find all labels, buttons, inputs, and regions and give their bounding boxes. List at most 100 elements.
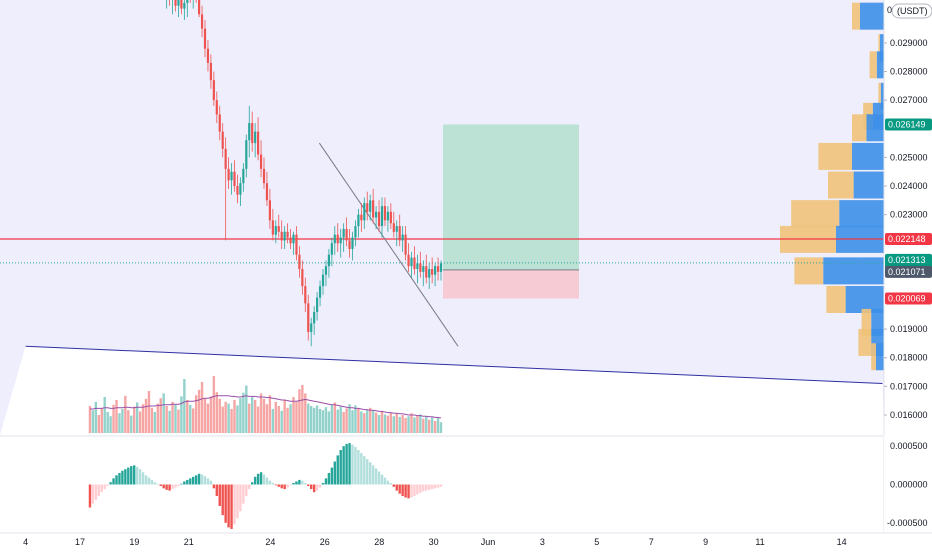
long-position-tool[interactable]	[443, 124, 579, 299]
histogram-bar	[363, 456, 366, 485]
volume-bar	[239, 398, 242, 433]
candle-body	[366, 203, 369, 212]
volume-bar	[283, 400, 286, 433]
candle-body	[425, 266, 428, 278]
candle-body	[321, 274, 325, 287]
profile-bar-up	[826, 285, 846, 313]
candle-body	[218, 114, 221, 132]
candle-body	[351, 237, 354, 249]
histogram-bar	[124, 469, 127, 485]
price-tag: 0.022148	[885, 233, 932, 246]
price-tag-value: 0.026149	[888, 120, 926, 130]
histogram-bar	[130, 466, 133, 485]
volume-bar	[259, 393, 263, 433]
candle-body	[363, 203, 366, 221]
histogram-bar	[310, 484, 313, 490]
histogram-bar	[245, 484, 248, 496]
histogram-bar	[180, 483, 183, 485]
histogram-bar	[401, 484, 404, 496]
profile-bar-down	[852, 142, 884, 170]
oscillator-tick-label: 0.000500	[890, 441, 928, 451]
price-tag: 0.021071	[885, 265, 932, 278]
volume-bar	[324, 407, 328, 433]
volume-bar	[236, 405, 239, 433]
candle-body	[236, 186, 239, 195]
volume-bar	[224, 401, 227, 433]
histogram-bar	[339, 450, 342, 485]
volume-bar	[162, 393, 165, 433]
price-tick-label: 0.017000	[890, 381, 928, 391]
volume-bar	[336, 409, 339, 433]
volume-bar	[91, 410, 95, 433]
volume-bar	[419, 414, 422, 433]
volume-bar	[251, 397, 254, 433]
drawing-lines[interactable]	[0, 142, 884, 384]
volume-bar	[357, 409, 360, 433]
histogram-bar	[248, 484, 251, 490]
price-tick-label: 0.025000	[890, 152, 928, 162]
histogram-bar	[138, 469, 142, 485]
volume-bar	[342, 412, 345, 433]
histogram-bar	[127, 467, 130, 485]
volume-bar	[380, 411, 384, 433]
volume-bar	[318, 409, 322, 433]
volume-bar	[150, 407, 154, 433]
volume-bar	[183, 379, 186, 433]
histogram-bar	[422, 484, 425, 492]
histogram-bar	[192, 476, 195, 485]
volume-bar	[153, 412, 157, 433]
volume-bar	[333, 402, 336, 433]
profile-bar-up	[861, 308, 872, 336]
time-axis[interactable]: 4 17 19 21 24 26 28 30 Jun 3 5 7 9 11 14	[0, 532, 932, 547]
histogram-bar	[100, 484, 103, 493]
volume-bar	[321, 410, 325, 433]
volume-bar	[253, 400, 257, 433]
price-tag-bg	[885, 118, 932, 131]
histogram-bar	[327, 473, 331, 485]
histogram-bar	[416, 484, 419, 495]
time-tick-label: 21	[184, 537, 194, 547]
histogram-bar	[354, 446, 357, 485]
volume-bar	[97, 415, 100, 433]
volume-bar	[371, 410, 375, 433]
histogram-bar	[221, 484, 224, 516]
candle-body	[242, 168, 245, 184]
histogram-bar	[147, 477, 151, 485]
candle-body	[239, 183, 242, 195]
candle-body	[383, 206, 387, 221]
histogram-bar	[212, 484, 216, 489]
volume-bar	[227, 403, 230, 433]
histogram-bar	[194, 475, 198, 485]
histogram-bar	[200, 474, 204, 485]
currency-chip[interactable]	[891, 3, 932, 19]
candle-body	[180, 0, 183, 9]
profile-bar-up	[828, 171, 854, 199]
histogram-bar	[115, 475, 118, 485]
histogram-bar	[315, 484, 319, 491]
volume-bar	[130, 415, 133, 433]
time-tick-label: 14	[837, 537, 847, 547]
histogram-bar	[280, 484, 283, 489]
histogram-bar	[133, 465, 136, 485]
volume-bar	[428, 419, 431, 433]
candle-body	[221, 131, 224, 149]
candle-body	[380, 206, 384, 227]
price-tag-value: 0.022148	[888, 234, 926, 244]
histogram-bar	[374, 468, 378, 485]
volume-bar	[133, 406, 136, 433]
time-tick-label: 30	[429, 537, 439, 547]
histogram-bar	[357, 450, 360, 485]
volume-bar	[416, 415, 419, 433]
time-tick-label: 19	[129, 537, 139, 547]
candle-body	[289, 237, 292, 244]
candle-body	[245, 140, 248, 169]
histogram-bar	[428, 484, 431, 490]
histogram-bar	[369, 462, 372, 485]
candle-body	[186, 0, 189, 3]
candle-body	[348, 240, 351, 249]
volume-bar	[398, 416, 401, 433]
volume-bar	[366, 409, 369, 433]
histogram-bar	[141, 472, 145, 485]
